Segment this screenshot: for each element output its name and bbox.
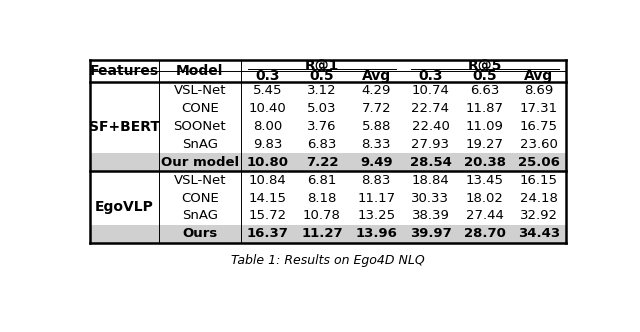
Text: SF+BERT: SF+BERT bbox=[89, 120, 160, 133]
Text: 24.18: 24.18 bbox=[520, 192, 558, 205]
Text: 10.74: 10.74 bbox=[412, 84, 449, 97]
Text: SnAG: SnAG bbox=[182, 138, 218, 151]
Text: EgoVLP: EgoVLP bbox=[95, 200, 154, 214]
Text: CONE: CONE bbox=[181, 192, 219, 205]
Text: 9.83: 9.83 bbox=[253, 138, 282, 151]
Text: 14.15: 14.15 bbox=[249, 192, 287, 205]
Text: 13.45: 13.45 bbox=[466, 174, 504, 187]
Text: 39.97: 39.97 bbox=[410, 227, 451, 240]
Text: 16.75: 16.75 bbox=[520, 120, 558, 133]
Text: 30.33: 30.33 bbox=[412, 192, 449, 205]
Text: 18.02: 18.02 bbox=[466, 192, 504, 205]
Text: 3.12: 3.12 bbox=[307, 84, 337, 97]
Text: 16.15: 16.15 bbox=[520, 174, 558, 187]
Text: 10.78: 10.78 bbox=[303, 209, 341, 222]
Text: 0.5: 0.5 bbox=[310, 69, 334, 83]
Text: 3.76: 3.76 bbox=[307, 120, 337, 133]
Text: 23.60: 23.60 bbox=[520, 138, 558, 151]
Text: 8.18: 8.18 bbox=[307, 192, 337, 205]
Text: 27.44: 27.44 bbox=[466, 209, 504, 222]
Text: 0.3: 0.3 bbox=[418, 69, 443, 83]
Text: VSL-Net: VSL-Net bbox=[173, 84, 226, 97]
Text: 5.88: 5.88 bbox=[362, 120, 391, 133]
Text: 6.81: 6.81 bbox=[307, 174, 337, 187]
Text: R@5: R@5 bbox=[468, 59, 502, 73]
Text: Ours: Ours bbox=[182, 227, 218, 240]
Text: 10.84: 10.84 bbox=[249, 174, 287, 187]
Text: Table 1: Results on Ego4D NLQ: Table 1: Results on Ego4D NLQ bbox=[231, 254, 425, 267]
Text: 11.09: 11.09 bbox=[466, 120, 504, 133]
Text: 20.38: 20.38 bbox=[464, 156, 506, 169]
Text: 11.17: 11.17 bbox=[357, 192, 396, 205]
Text: 7.72: 7.72 bbox=[362, 102, 391, 115]
Text: VSL-Net: VSL-Net bbox=[173, 174, 226, 187]
Text: 32.92: 32.92 bbox=[520, 209, 558, 222]
Text: 0.5: 0.5 bbox=[472, 69, 497, 83]
Text: CONE: CONE bbox=[181, 102, 219, 115]
Text: 8.33: 8.33 bbox=[362, 138, 391, 151]
Text: 13.96: 13.96 bbox=[355, 227, 397, 240]
Text: 7.22: 7.22 bbox=[306, 156, 338, 169]
Text: 9.49: 9.49 bbox=[360, 156, 392, 169]
Text: 5.03: 5.03 bbox=[307, 102, 337, 115]
Text: Avg: Avg bbox=[362, 69, 391, 83]
Text: 6.83: 6.83 bbox=[307, 138, 337, 151]
Text: 10.80: 10.80 bbox=[247, 156, 289, 169]
Text: 6.63: 6.63 bbox=[470, 84, 499, 97]
Text: 5.45: 5.45 bbox=[253, 84, 282, 97]
Text: 11.27: 11.27 bbox=[301, 227, 343, 240]
Text: Features: Features bbox=[90, 64, 159, 78]
Text: 19.27: 19.27 bbox=[466, 138, 504, 151]
Text: 25.06: 25.06 bbox=[518, 156, 560, 169]
Text: 16.37: 16.37 bbox=[247, 227, 289, 240]
Text: SnAG: SnAG bbox=[182, 209, 218, 222]
Text: 34.43: 34.43 bbox=[518, 227, 560, 240]
Text: 11.87: 11.87 bbox=[466, 102, 504, 115]
Text: 28.70: 28.70 bbox=[464, 227, 506, 240]
Text: 8.69: 8.69 bbox=[524, 84, 554, 97]
Text: R@1: R@1 bbox=[305, 59, 339, 73]
Text: 8.83: 8.83 bbox=[362, 174, 391, 187]
Text: 4.29: 4.29 bbox=[362, 84, 391, 97]
Text: 10.40: 10.40 bbox=[249, 102, 287, 115]
Text: SOONet: SOONet bbox=[173, 120, 226, 133]
Text: 22.40: 22.40 bbox=[412, 120, 449, 133]
Text: 0.3: 0.3 bbox=[255, 69, 280, 83]
Text: 27.93: 27.93 bbox=[412, 138, 449, 151]
Text: Avg: Avg bbox=[524, 69, 554, 83]
Bar bbox=[90, 153, 566, 171]
Text: 8.00: 8.00 bbox=[253, 120, 282, 133]
Text: 15.72: 15.72 bbox=[249, 209, 287, 222]
Text: 17.31: 17.31 bbox=[520, 102, 558, 115]
Text: 18.84: 18.84 bbox=[412, 174, 449, 187]
Text: 13.25: 13.25 bbox=[357, 209, 396, 222]
Text: Our model: Our model bbox=[161, 156, 239, 169]
Text: Model: Model bbox=[176, 64, 223, 78]
Text: 38.39: 38.39 bbox=[412, 209, 449, 222]
Text: 28.54: 28.54 bbox=[410, 156, 451, 169]
Bar bbox=[90, 225, 566, 243]
Text: 22.74: 22.74 bbox=[412, 102, 449, 115]
